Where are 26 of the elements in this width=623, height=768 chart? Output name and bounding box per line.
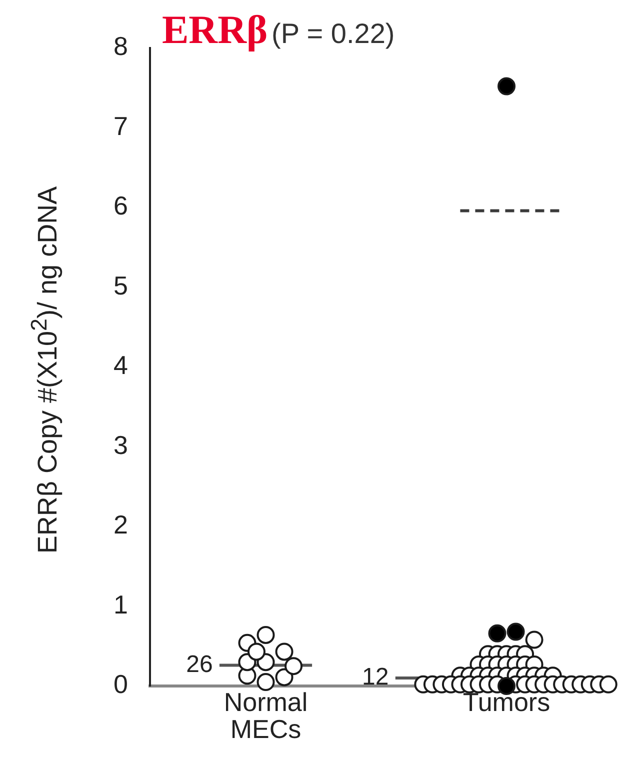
y-tick-label: 6	[114, 190, 128, 221]
point	[247, 642, 266, 661]
point	[599, 675, 618, 694]
x-tick-label: Normal MECs	[224, 686, 308, 744]
point	[506, 622, 525, 641]
point	[256, 673, 275, 692]
chart-subtitle: (P = 0.22)	[272, 18, 395, 49]
chart-title: ERRβ	[162, 7, 268, 52]
y-tick-label: 8	[114, 31, 128, 62]
point	[275, 642, 294, 661]
x-tick-label: Tumors	[462, 686, 550, 717]
y-tick-label: 7	[114, 110, 128, 141]
point	[498, 77, 516, 96]
y-tick-label: 0	[114, 669, 128, 700]
annotation: 26	[186, 650, 213, 678]
point	[275, 668, 294, 686]
y-tick-label: 2	[114, 510, 128, 540]
y-tick-label: 5	[114, 270, 128, 300]
y-tick-label: 4	[114, 350, 128, 380]
y-tick-label: 3	[114, 430, 128, 460]
annotation: 12	[362, 664, 389, 691]
y-tick-label: 1	[114, 589, 128, 620]
point	[284, 657, 303, 676]
point	[488, 624, 506, 642]
point	[256, 626, 275, 644]
point	[525, 630, 544, 649]
